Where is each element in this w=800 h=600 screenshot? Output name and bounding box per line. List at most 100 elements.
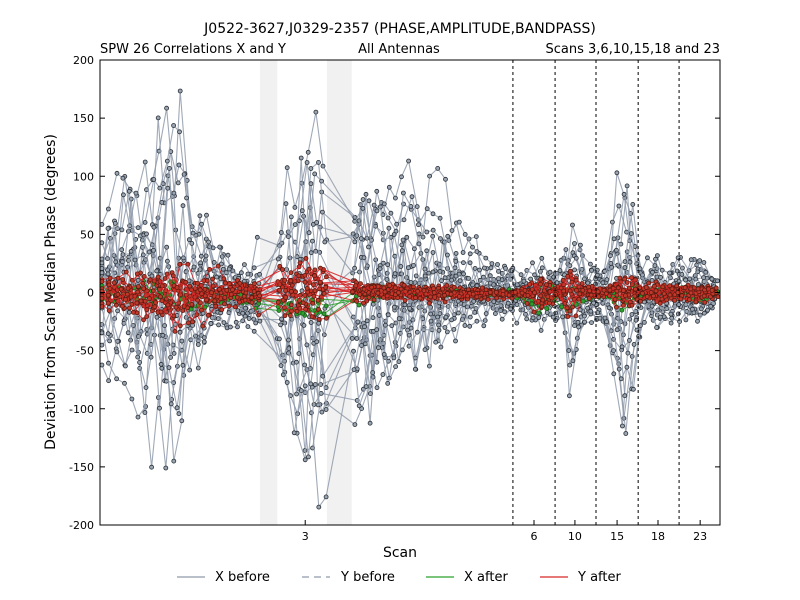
x-before-point — [142, 219, 148, 225]
x-before-point — [570, 358, 576, 364]
x-before-point — [400, 190, 406, 196]
x-before-point — [292, 204, 298, 210]
y-after-point — [207, 266, 213, 272]
y-after-point — [317, 279, 323, 285]
y-after-point — [164, 271, 170, 277]
x-before-point — [420, 234, 426, 240]
x-before-point — [374, 385, 380, 391]
x-before-point — [121, 192, 126, 198]
x-before-point — [380, 372, 386, 377]
x-before-point — [439, 278, 444, 284]
x-before-point — [106, 378, 111, 384]
x-before-point — [544, 310, 550, 315]
x-before-point — [319, 409, 325, 415]
y-after-point — [573, 277, 579, 283]
y-after-point — [305, 289, 311, 295]
y-after-point — [398, 286, 404, 292]
x-before-point — [120, 175, 126, 181]
y-after-point — [172, 328, 178, 334]
x-before-point — [413, 273, 419, 279]
x-before-point — [351, 367, 357, 373]
x-before-point — [323, 494, 329, 500]
x-before-point — [171, 123, 177, 128]
x-before-point — [280, 372, 286, 378]
y-after-point — [474, 294, 480, 300]
x-before-point — [278, 322, 284, 328]
x-before-point — [398, 264, 404, 269]
y-after-point — [189, 301, 195, 307]
y-after-point — [695, 286, 701, 292]
x-before-point — [442, 275, 448, 281]
x-before-point — [481, 323, 487, 329]
x-before-point — [235, 324, 240, 330]
x-before-point — [286, 337, 291, 343]
y-after-point — [688, 290, 694, 296]
y-tick-label: -200 — [69, 519, 94, 532]
x-before-point — [557, 268, 563, 273]
y-after-point — [287, 313, 293, 318]
x-before-point — [428, 311, 434, 317]
x-before-point — [610, 219, 615, 225]
x-before-point — [294, 359, 299, 365]
y-after-point — [174, 285, 180, 290]
x-before-point — [107, 338, 112, 344]
x-before-point — [477, 267, 482, 273]
y-after-point — [382, 289, 388, 295]
x-before-point — [631, 341, 637, 347]
x-before-point — [602, 315, 608, 321]
x-before-point — [677, 319, 682, 325]
x-before-point — [352, 265, 358, 271]
x-before-point — [302, 362, 308, 368]
y-after-point — [297, 260, 303, 266]
x-before-point — [208, 321, 214, 326]
x-before-point — [308, 250, 314, 256]
y-after-point — [632, 293, 638, 299]
x-before-point — [242, 313, 248, 319]
y-after-point — [487, 289, 493, 295]
y-axis-label: Deviation from Scan Median Phase (degree… — [43, 134, 59, 450]
y-after-point — [660, 284, 666, 290]
x-before-point — [159, 365, 165, 371]
x-tick-label-scan-10: 10 — [568, 530, 582, 543]
x-before-point — [456, 219, 462, 225]
x-before-point — [411, 246, 417, 252]
x-before-point — [389, 323, 395, 329]
x-before-point — [582, 276, 587, 282]
x-before-point — [422, 266, 428, 272]
x-before-point — [530, 315, 536, 321]
x-before-point — [445, 233, 451, 239]
x-before-point — [424, 206, 430, 212]
x-before-point — [567, 393, 572, 399]
y-after-point — [216, 286, 222, 292]
x-before-point — [198, 260, 204, 266]
y-tick-label: 0 — [87, 287, 94, 300]
y-after-point — [675, 290, 681, 296]
x-before-point — [363, 384, 369, 390]
y-after-point — [596, 294, 601, 300]
x-before-point — [430, 250, 436, 255]
y-after-point — [415, 288, 421, 294]
y-after-point — [401, 282, 407, 288]
x-before-point — [176, 162, 182, 168]
x-before-point — [653, 256, 658, 262]
x-before-point — [308, 181, 314, 187]
y-after-point — [396, 290, 401, 296]
x-tick-label-scan-3: 3 — [302, 530, 309, 543]
x-before-point — [160, 332, 166, 338]
x-before-point — [165, 185, 171, 191]
y-after-point — [506, 292, 512, 298]
legend-label-y-after: Y after — [577, 570, 621, 585]
x-before-point — [589, 267, 594, 273]
x-before-point — [474, 318, 480, 324]
y-after-point — [125, 285, 131, 291]
x-before-point — [201, 335, 207, 341]
x-before-point — [157, 185, 163, 191]
x-before-point — [253, 320, 259, 326]
x-before-point — [129, 347, 135, 353]
x-before-point — [105, 225, 111, 231]
x-before-point — [567, 362, 573, 368]
y-after-point — [667, 283, 673, 289]
x-before-point — [426, 363, 432, 369]
y-after-point — [210, 283, 216, 289]
